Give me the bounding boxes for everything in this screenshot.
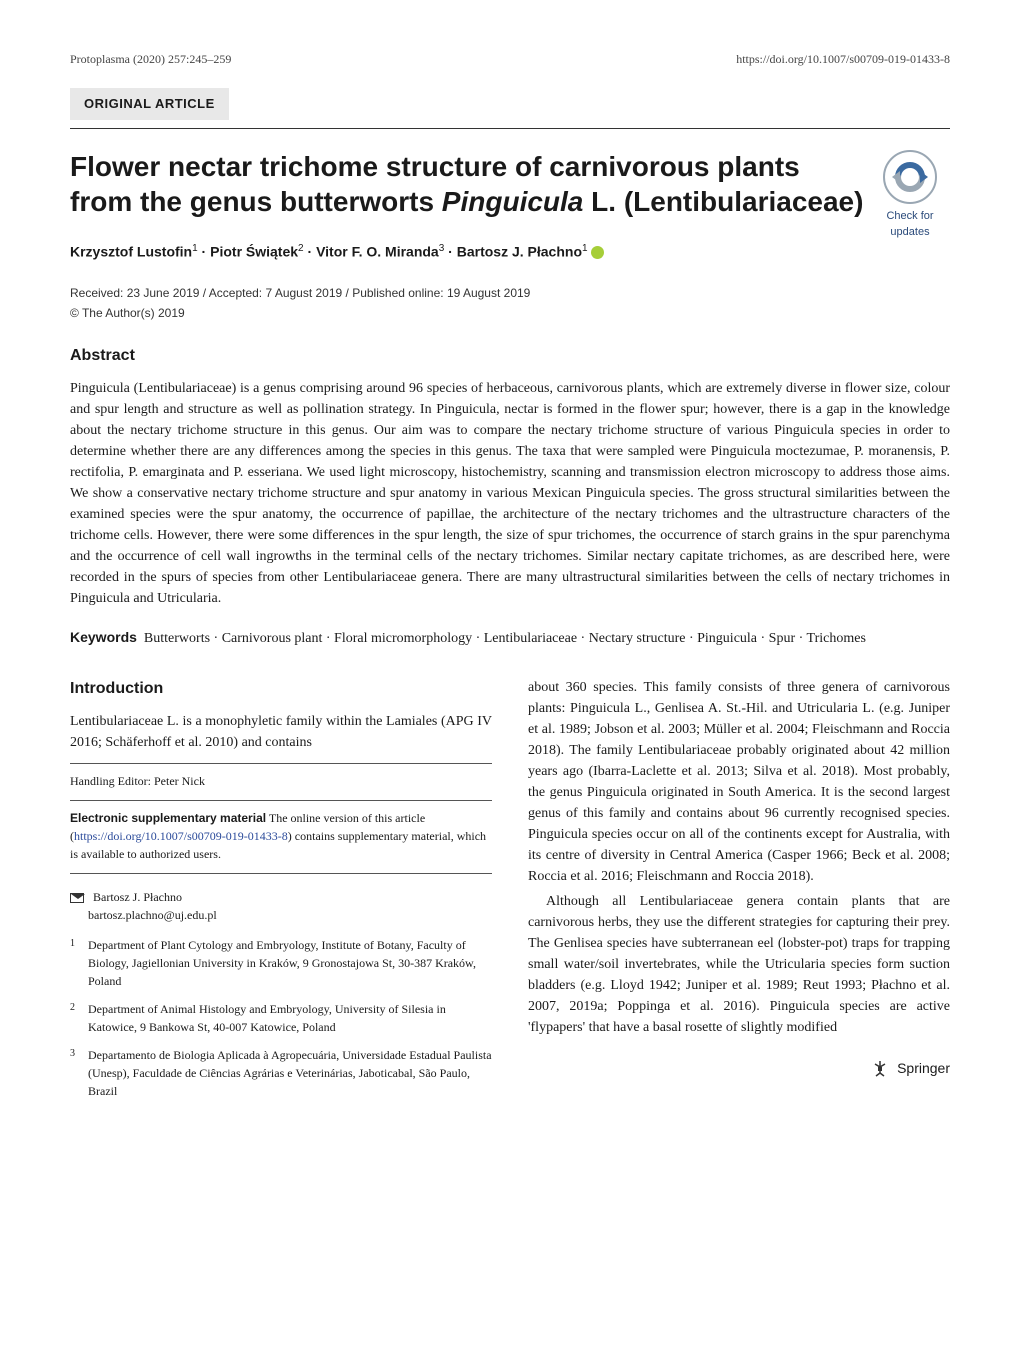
springer-brand: Springer: [528, 1058, 950, 1079]
keywords-text: Butterworts · Carnivorous plant · Floral…: [144, 631, 866, 646]
affiliation-1: 1 Department of Plant Cytology and Embry…: [70, 936, 492, 990]
left-column: Introduction Lentibulariaceae L. is a mo…: [70, 677, 492, 1110]
envelope-icon: [70, 893, 84, 903]
check-updates-icon: [882, 149, 938, 205]
col2-paragraph-1: about 360 species. This family consists …: [528, 677, 950, 887]
corr-name: Bartosz J. Płachno: [93, 890, 182, 904]
corresponding-author: Bartosz J. Płachno bartosz.plachno@uj.ed…: [70, 888, 492, 924]
springer-text: Springer: [897, 1060, 950, 1076]
author-4: Bartosz J. Płachno: [457, 243, 582, 259]
footnote-rule-1: [70, 763, 492, 764]
handling-editor: Handling Editor: Peter Nick: [70, 772, 492, 790]
check-updates-label: Check for updates: [886, 210, 933, 239]
esm-link[interactable]: https://doi.org/10.1007/s00709-019-01433…: [74, 829, 288, 843]
title-row: Flower nectar trichome structure of carn…: [70, 149, 950, 241]
copyright: © The Author(s) 2019: [70, 304, 950, 322]
esm-note: Electronic supplementary material The on…: [70, 809, 492, 863]
title-genus: Pinguicula: [442, 186, 584, 217]
author-list: Krzysztof Lustofin1 · Piotr Świątek2 · V…: [70, 241, 950, 263]
corr-email: bartosz.plachno@uj.edu.pl: [88, 908, 217, 922]
intro-paragraph-1: Lentibulariaceae L. is a monophyletic fa…: [70, 711, 492, 753]
title-line-2-post: L. (Lentibulariaceae): [583, 186, 863, 217]
article-type-badge: ORIGINAL ARTICLE: [70, 88, 229, 120]
author-2: Piotr Świątek: [210, 243, 298, 259]
col2-paragraph-2: Although all Lentibulariaceae genera con…: [528, 891, 950, 1038]
abstract-heading: Abstract: [70, 344, 950, 368]
article-title: Flower nectar trichome structure of carn…: [70, 149, 863, 219]
right-column: about 360 species. This family consists …: [528, 677, 950, 1110]
intro-heading: Introduction: [70, 677, 492, 701]
footnote-rule-2: [70, 800, 492, 801]
title-line-2-pre: from the genus butterworts: [70, 186, 442, 217]
keywords-label: Keywords: [70, 629, 137, 645]
header-row: ORIGINAL ARTICLE: [70, 88, 950, 149]
header-rule: [70, 128, 950, 129]
journal-info: Protoplasma (2020) 257:245–259: [70, 50, 231, 68]
title-line-1: Flower nectar trichome structure of carn…: [70, 151, 800, 182]
esm-label: Electronic supplementary material: [70, 811, 266, 825]
check-for-updates-badge[interactable]: Check for updates: [870, 149, 950, 241]
article-dates: Received: 23 June 2019 / Accepted: 7 Aug…: [70, 284, 950, 302]
affiliation-2: 2 Department of Animal Histology and Emb…: [70, 1000, 492, 1036]
abstract-text: Pinguicula (Lentibulariaceae) is a genus…: [70, 378, 950, 609]
keywords-block: Keywords Butterworts · Carnivorous plant…: [70, 627, 950, 649]
springer-icon: [871, 1060, 889, 1078]
orcid-icon[interactable]: [591, 246, 604, 259]
author-3: Vitor F. O. Miranda: [316, 243, 439, 259]
doi: https://doi.org/10.1007/s00709-019-01433…: [736, 50, 950, 68]
two-column-body: Introduction Lentibulariaceae L. is a mo…: [70, 677, 950, 1110]
journal-meta: Protoplasma (2020) 257:245–259 https://d…: [70, 50, 950, 68]
footnote-rule-3: [70, 873, 492, 874]
affiliation-3: 3 Departamento de Biologia Aplicada à Ag…: [70, 1046, 492, 1100]
author-1: Krzysztof Lustofin: [70, 243, 192, 259]
